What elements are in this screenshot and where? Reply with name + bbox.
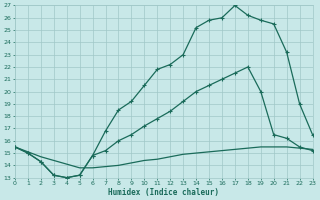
X-axis label: Humidex (Indice chaleur): Humidex (Indice chaleur) (108, 188, 219, 197)
